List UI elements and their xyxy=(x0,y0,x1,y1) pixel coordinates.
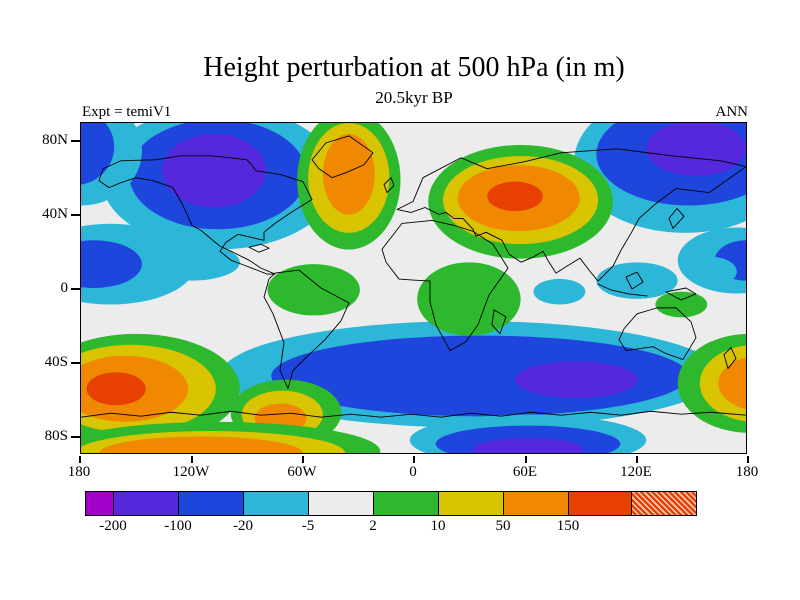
anomaly-field xyxy=(81,123,746,453)
colorbar-segment-hatched xyxy=(632,492,696,515)
colorbar-level-label: -20 xyxy=(233,518,253,534)
x-tick-mark xyxy=(525,456,527,463)
west-pacific-low xyxy=(596,262,678,299)
y-tick-mark xyxy=(71,214,80,216)
x-tick-mark xyxy=(79,456,81,463)
y-tick-mark xyxy=(71,288,80,290)
y-tick-mark xyxy=(71,140,80,142)
central-pacific-low xyxy=(685,256,737,287)
colorbar xyxy=(85,491,697,516)
coastlines xyxy=(81,135,746,418)
coast-south-america xyxy=(263,269,350,389)
colorbar-segment xyxy=(86,492,114,515)
y-tick-label: 40N xyxy=(42,206,68,222)
colorbar-segment xyxy=(309,492,374,515)
south-pacific-high-core xyxy=(86,372,146,406)
y-tick-mark xyxy=(71,362,80,364)
coast-new-zealand xyxy=(723,347,737,369)
x-tick-mark xyxy=(747,456,749,463)
colorbar-level-label: -100 xyxy=(164,518,192,534)
coast-borneo xyxy=(625,271,644,290)
colorbar-segment xyxy=(569,492,632,515)
coast-britain xyxy=(383,177,395,194)
x-tick-mark xyxy=(302,456,304,463)
mexico-low xyxy=(143,244,240,281)
plot-subtitle: 20.5kyr BP xyxy=(375,88,453,107)
x-tick-mark xyxy=(636,456,638,463)
south-america-high xyxy=(267,264,360,316)
dateline-arctic-low-mid xyxy=(81,123,115,185)
colorbar-segment xyxy=(179,492,244,515)
coast-eurasia xyxy=(396,148,746,282)
coast-sumatra-java xyxy=(597,283,648,297)
colorbar-level-label: 150 xyxy=(556,518,580,534)
south-pacific-high-east-inner xyxy=(718,357,746,410)
x-tick-label: 0 xyxy=(409,464,417,480)
x-tick-mark xyxy=(191,456,193,463)
coast-madagascar xyxy=(491,309,507,335)
west-antarctic-high-inner xyxy=(99,436,303,453)
indian-ocean-low xyxy=(533,278,586,305)
east-siberia-low-core xyxy=(646,123,746,177)
y-tick-label: 0 xyxy=(60,280,69,296)
x-tick-label: 180 xyxy=(67,464,91,480)
coast-north-america xyxy=(98,155,313,275)
coast-new-guinea xyxy=(665,287,697,301)
y-tick-label: 80S xyxy=(44,428,68,444)
africa-high xyxy=(417,262,521,336)
y-tick-mark xyxy=(71,436,80,438)
x-tick-label: 60E xyxy=(512,464,538,480)
coast-australia xyxy=(618,307,697,361)
x-tick-label: 120W xyxy=(172,464,210,480)
y-tick-label: 80N xyxy=(42,132,68,148)
coast-antarctica xyxy=(81,410,746,418)
y-tick-label: 40S xyxy=(44,354,68,370)
plot-frame xyxy=(80,122,747,454)
colorbar-level-label: -200 xyxy=(99,518,127,534)
x-tick-label: 180 xyxy=(735,464,759,480)
southern-ocean-low-core xyxy=(515,361,638,398)
eurasia-high-core xyxy=(487,181,543,212)
x-tick-label: 60W xyxy=(287,464,317,480)
season-label: ANN xyxy=(715,104,749,120)
x-tick-label: 120E xyxy=(620,464,652,480)
world-contour-map xyxy=(81,123,746,453)
north-pacific-low-mid xyxy=(81,240,142,288)
colorbar-level-label: 10 xyxy=(430,518,446,534)
colorbar-segment xyxy=(244,492,309,515)
colorbar-segment xyxy=(374,492,439,515)
x-tick-mark xyxy=(413,456,415,463)
coast-greenland xyxy=(311,135,374,179)
colorbar-segment xyxy=(114,492,179,515)
colorbar-segment xyxy=(439,492,504,515)
antarctic-low-core xyxy=(472,438,584,453)
colorbar-segment xyxy=(504,492,569,515)
canada-low-core xyxy=(162,134,266,208)
new-guinea-high xyxy=(655,291,708,318)
plot-title: Height perturbation at 500 hPa (in m) xyxy=(203,52,625,83)
colorbar-level-label: -5 xyxy=(301,518,315,534)
coast-cuba xyxy=(248,243,270,253)
experiment-label: Expt = temiV1 xyxy=(82,104,172,120)
north-atlantic-high-core xyxy=(322,133,375,215)
coast-africa xyxy=(381,219,509,352)
coast-japan xyxy=(668,208,685,229)
colorbar-level-label: 50 xyxy=(495,518,511,534)
colorbar-level-label: 2 xyxy=(369,518,377,534)
